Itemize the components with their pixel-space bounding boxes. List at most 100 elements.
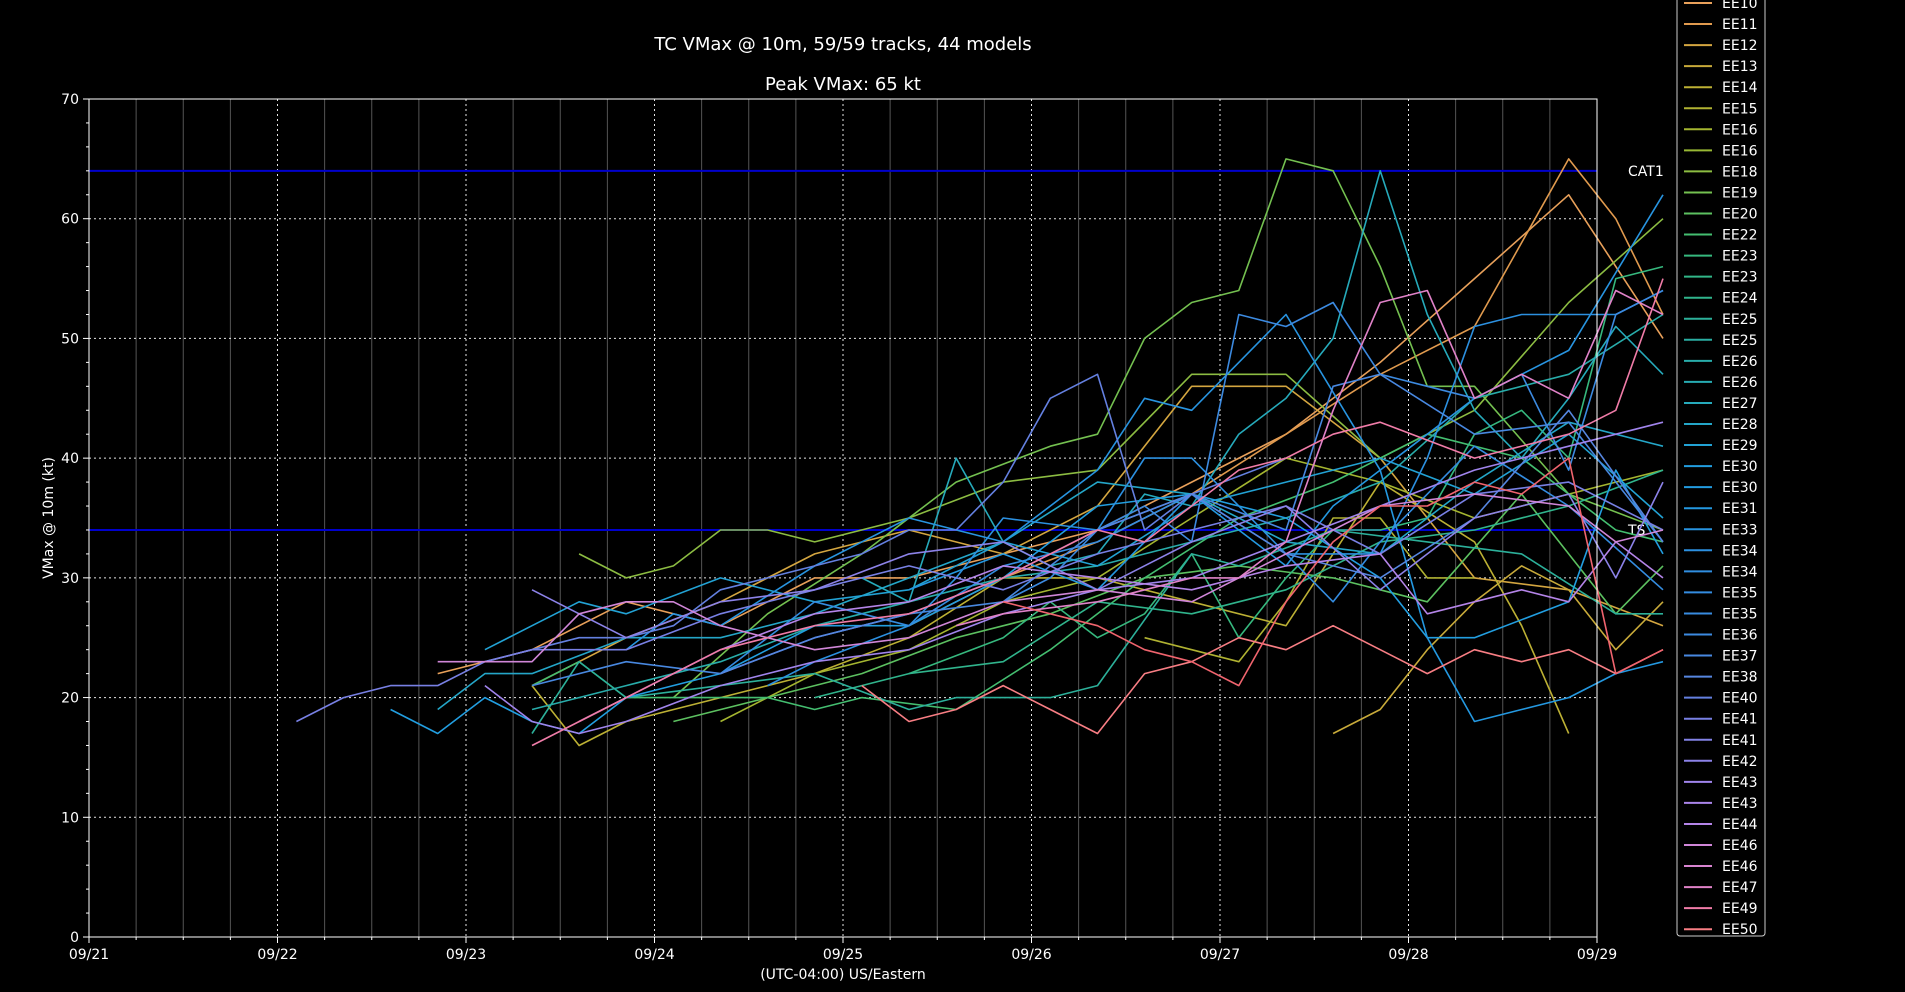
y-axis: 0 10 20 30 40 50 60 70 bbox=[61, 92, 89, 946]
legend-label: EE19 bbox=[1722, 185, 1758, 201]
legend-label: EE37 bbox=[1722, 649, 1758, 665]
legend-label: EE16 bbox=[1722, 143, 1758, 159]
legend-item: EE29 bbox=[1684, 438, 1758, 454]
legend-item: EE23 bbox=[1684, 270, 1758, 286]
legend-item: EE31 bbox=[1684, 501, 1758, 517]
reference-label-cat1: CAT1 bbox=[1628, 164, 1664, 180]
legend-item: EE43 bbox=[1684, 775, 1758, 791]
x-tick-label: 09/28 bbox=[1388, 947, 1428, 963]
x-tick-label: 09/22 bbox=[257, 947, 297, 963]
legend-label: EE30 bbox=[1722, 480, 1758, 496]
legend-item: EE42 bbox=[1684, 754, 1758, 770]
legend-label: EE44 bbox=[1722, 817, 1758, 833]
legend-label: EE14 bbox=[1722, 80, 1758, 96]
legend-item: EE30 bbox=[1684, 480, 1758, 496]
legend-item: EE38 bbox=[1684, 670, 1758, 686]
legend-item: EE13 bbox=[1684, 59, 1758, 75]
legend-label: EE43 bbox=[1722, 775, 1758, 791]
legend-label: EE33 bbox=[1722, 522, 1758, 538]
legend-label: EE20 bbox=[1722, 207, 1758, 223]
legend-item: EE25 bbox=[1684, 312, 1758, 328]
legend-item: EE36 bbox=[1684, 628, 1758, 644]
legend-item: EE40 bbox=[1684, 691, 1758, 707]
legend-label: EE27 bbox=[1722, 396, 1758, 412]
y-tick-label: 30 bbox=[61, 571, 79, 587]
y-tick-label: 40 bbox=[61, 451, 79, 467]
series-line-ee50 bbox=[1003, 457, 1664, 687]
legend-label: EE22 bbox=[1722, 228, 1758, 244]
series-line-ee47 bbox=[955, 289, 1664, 627]
legend-label: EE25 bbox=[1722, 312, 1758, 328]
x-tick-label: 09/24 bbox=[634, 947, 674, 963]
legend-item: EE27 bbox=[1684, 396, 1758, 412]
legend-item: EE10 bbox=[1684, 0, 1758, 12]
legend-label: EE50 bbox=[1722, 922, 1758, 938]
legend-item: EE34 bbox=[1684, 543, 1758, 559]
series-line-ee31 bbox=[908, 469, 1664, 723]
legend-item: EE28 bbox=[1684, 417, 1758, 433]
legend-item: EE35 bbox=[1684, 585, 1758, 601]
y-tick-label: 60 bbox=[61, 212, 79, 228]
legend-item: EE46 bbox=[1684, 859, 1758, 875]
legend-label: EE26 bbox=[1722, 354, 1758, 370]
legend-item: EE11 bbox=[1684, 17, 1758, 33]
legend-item: EE19 bbox=[1684, 185, 1758, 201]
series-line-ee35 bbox=[720, 445, 1664, 675]
series-line-ee40 bbox=[484, 373, 1287, 663]
legend-label: EE40 bbox=[1722, 691, 1758, 707]
legend-label: EE36 bbox=[1722, 628, 1758, 644]
legend-label: EE12 bbox=[1722, 38, 1758, 54]
series-line-ee41 bbox=[296, 481, 1664, 723]
legend-item: EE22 bbox=[1684, 228, 1758, 244]
legend-label: EE43 bbox=[1722, 796, 1758, 812]
chart-title: TC VMax @ 10m, 59/59 tracks, 44 models bbox=[653, 34, 1031, 55]
series-lines bbox=[296, 158, 1664, 747]
legend-label: EE26 bbox=[1722, 375, 1758, 391]
series-line-ee34 bbox=[767, 289, 1664, 687]
y-tick-label: 10 bbox=[61, 810, 79, 826]
legend-item: EE46 bbox=[1684, 838, 1758, 854]
legend-item: EE35 bbox=[1684, 606, 1758, 622]
legend-label: EE30 bbox=[1722, 459, 1758, 475]
series-line-ee50 bbox=[861, 624, 1664, 735]
series-line-ee19 bbox=[672, 158, 1664, 699]
legend-item: EE30 bbox=[1684, 459, 1758, 475]
legend-item: EE14 bbox=[1684, 80, 1758, 96]
legend-item: EE44 bbox=[1684, 817, 1758, 833]
legend-item: EE37 bbox=[1684, 649, 1758, 665]
series-line-ee11 bbox=[908, 158, 1664, 627]
legend-label: EE42 bbox=[1722, 754, 1758, 770]
legend-label: EE10 bbox=[1722, 0, 1758, 12]
x-axis: 09/21 09/22 09/23 09/24 09/25 09/26 09/27 09/28… bbox=[69, 937, 1617, 963]
y-tick-label: 0 bbox=[70, 930, 79, 946]
legend-item: EE41 bbox=[1684, 712, 1758, 728]
legend-item: EE16 bbox=[1684, 122, 1758, 138]
legend-label: EE47 bbox=[1722, 880, 1758, 896]
legend-item: EE20 bbox=[1684, 207, 1758, 223]
legend-item: EE43 bbox=[1684, 796, 1758, 812]
legend-label: EE41 bbox=[1722, 733, 1758, 749]
series-line-ee49 bbox=[531, 278, 1664, 747]
x-tick-label: 09/23 bbox=[446, 947, 486, 963]
legend-label: EE16 bbox=[1722, 122, 1758, 138]
legend-label: EE41 bbox=[1722, 712, 1758, 728]
legend-item: EE26 bbox=[1684, 354, 1758, 370]
x-tick-label: 09/25 bbox=[823, 947, 863, 963]
legend-item: EE15 bbox=[1684, 101, 1758, 117]
series-line-ee24 bbox=[814, 469, 1664, 699]
legend: EE10 EE11 EE12 EE13 EE14 EE15 EE16 EE16 EE18 EE19… bbox=[1676, 0, 1766, 938]
legend-label: EE13 bbox=[1722, 59, 1758, 75]
legend-item: EE18 bbox=[1684, 164, 1758, 180]
chart-subtitle: Peak VMax: 65 kt bbox=[765, 74, 921, 95]
legend-label: EE29 bbox=[1722, 438, 1758, 454]
legend-label: EE49 bbox=[1722, 901, 1758, 917]
legend-item: EE23 bbox=[1684, 249, 1758, 265]
series-line-ee46 bbox=[437, 493, 1664, 663]
y-tick-label: 50 bbox=[61, 331, 79, 347]
legend-label: EE25 bbox=[1722, 333, 1758, 349]
x-axis-label: (UTC-04:00) US/Eastern bbox=[760, 967, 926, 983]
series-line-ee33 bbox=[625, 194, 1664, 651]
x-tick-label: 09/29 bbox=[1577, 947, 1617, 963]
x-tick-label: 09/27 bbox=[1200, 947, 1240, 963]
legend-item: EE50 bbox=[1684, 922, 1758, 938]
